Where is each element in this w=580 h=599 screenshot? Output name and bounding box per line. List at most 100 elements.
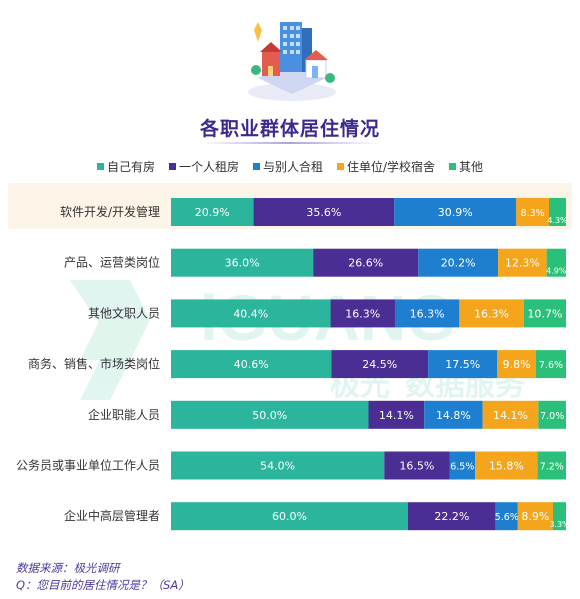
category-label: 其他文职人员 <box>88 305 160 320</box>
data-label: 54.0% <box>260 460 295 473</box>
bar-segment <box>313 248 419 277</box>
data-label: 14.1% <box>379 409 414 422</box>
legend-label: 其他 <box>459 160 484 174</box>
bar-segment <box>459 299 524 328</box>
category-label: 商务、销售、市场类岗位 <box>28 356 160 371</box>
data-label: 60.0% <box>272 510 307 523</box>
legend-item: 自己有房 <box>96 158 155 175</box>
data-label: 16.3% <box>474 307 509 320</box>
bar-segment <box>331 350 429 379</box>
category-label: 软件开发/开发管理 <box>60 204 160 219</box>
bar-segment <box>546 248 566 277</box>
bar-segment <box>171 451 385 480</box>
data-label: 16.3% <box>410 307 445 320</box>
bar-segment <box>552 502 566 531</box>
bar-segment <box>428 350 498 379</box>
data-label: 7.2% <box>540 462 564 473</box>
bar-segment <box>523 299 566 328</box>
bar-segment <box>253 198 395 226</box>
legend-label: 自己有房 <box>106 160 155 174</box>
bar-segment <box>538 400 566 429</box>
data-label: 20.9% <box>195 206 230 219</box>
bar-segment <box>498 248 547 277</box>
bar-segment <box>482 400 539 429</box>
legend-item: 其他 <box>449 158 483 175</box>
data-label: 14.8% <box>436 409 471 422</box>
category-label: 企业职能人员 <box>88 407 160 422</box>
data-label: 16.3% <box>345 307 380 320</box>
legend-item: 住单位/学校宿舍 <box>336 158 436 175</box>
source-line: 数据来源：极光调研 <box>16 561 120 575</box>
bar-segment <box>497 350 536 379</box>
data-label: 14.1% <box>493 409 528 422</box>
data-label: 50.0% <box>252 409 287 422</box>
bar-segment <box>394 299 460 328</box>
bar-segment <box>495 502 518 531</box>
data-label: 10.7% <box>527 307 562 320</box>
bar-segment <box>171 198 254 226</box>
data-label: 40.4% <box>233 307 268 320</box>
legend-label: 住单位/学校宿舍 <box>346 160 436 174</box>
data-label: 6.5% <box>450 462 474 473</box>
bar-segment <box>537 451 566 480</box>
city-buildings-illustration <box>248 22 336 101</box>
data-label: 17.5% <box>445 358 480 371</box>
legend-item: 与别人合租 <box>252 158 323 175</box>
legend-swatch <box>96 163 104 170</box>
data-label: 22.2% <box>434 510 469 523</box>
bar-segment <box>424 400 483 429</box>
bar-segment <box>408 502 496 531</box>
title-underline <box>200 142 380 144</box>
data-label: 30.9% <box>438 206 473 219</box>
category-label: 公务员或事业单位工作人员 <box>16 458 160 473</box>
chart-legend: 自己有房 一个人租房 与别人合租 住单位/学校宿舍 其他 <box>0 158 580 175</box>
legend-swatch <box>252 163 260 170</box>
bar-segment <box>549 198 566 226</box>
bar-segment <box>418 248 499 277</box>
question-line: Q：您目前的居住情况是？（SA） <box>16 578 190 592</box>
data-label: 9.8% <box>503 358 531 371</box>
stacked-bar-chart: 软件开发/开发管理 20.9% 35.6% 30.9% 8.3%4.3% 产品、运营类岗位… <box>16 198 570 531</box>
bar-segment <box>449 451 476 480</box>
legend-swatch <box>336 163 344 170</box>
data-label: 7.6% <box>539 360 563 371</box>
legend-item: 一个人租房 <box>168 158 239 175</box>
bar-segment <box>368 400 425 429</box>
data-label: 3.3% <box>549 520 570 529</box>
bar-segment <box>384 451 450 480</box>
data-label: 16.5% <box>399 460 434 473</box>
data-label: 8.9% <box>521 510 549 523</box>
data-label: 36.0% <box>225 257 260 270</box>
data-label: 20.2% <box>441 257 476 270</box>
data-label: 26.6% <box>348 257 383 270</box>
data-label: 4.3% <box>547 216 568 225</box>
data-label: 15.8% <box>489 460 524 473</box>
legend-swatch <box>168 163 176 170</box>
bar-segment <box>394 198 517 226</box>
data-label: 8.3% <box>521 208 545 219</box>
legend-label: 一个人租房 <box>178 160 239 174</box>
data-label: 12.3% <box>505 257 540 270</box>
bar-segment <box>171 350 332 379</box>
bar-segment <box>171 299 331 328</box>
bar-segment <box>171 248 314 277</box>
data-label: 35.6% <box>306 206 341 219</box>
data-label: 40.6% <box>234 358 269 371</box>
category-label: 企业中高层管理者 <box>64 508 160 523</box>
bar-segment <box>330 299 395 328</box>
data-label: 4.9% <box>546 267 567 276</box>
legend-swatch <box>449 163 457 170</box>
bar-segment <box>475 451 538 480</box>
category-label: 产品、运营类岗位 <box>64 255 160 270</box>
data-label: 24.5% <box>362 358 397 371</box>
bar-segment <box>516 198 550 226</box>
bar-segment <box>171 400 369 429</box>
source-note: 数据来源：极光调研 Q：您目前的居住情况是？（SA） <box>16 560 190 594</box>
bar-segment <box>535 350 566 379</box>
data-label: 7.0% <box>540 411 564 422</box>
data-label: 5.6% <box>495 512 519 523</box>
bar-segment <box>517 502 553 531</box>
bar-segment <box>171 502 408 531</box>
legend-label: 与别人合租 <box>262 160 323 174</box>
chart-title: 各职业群体居住情况 <box>199 118 380 140</box>
